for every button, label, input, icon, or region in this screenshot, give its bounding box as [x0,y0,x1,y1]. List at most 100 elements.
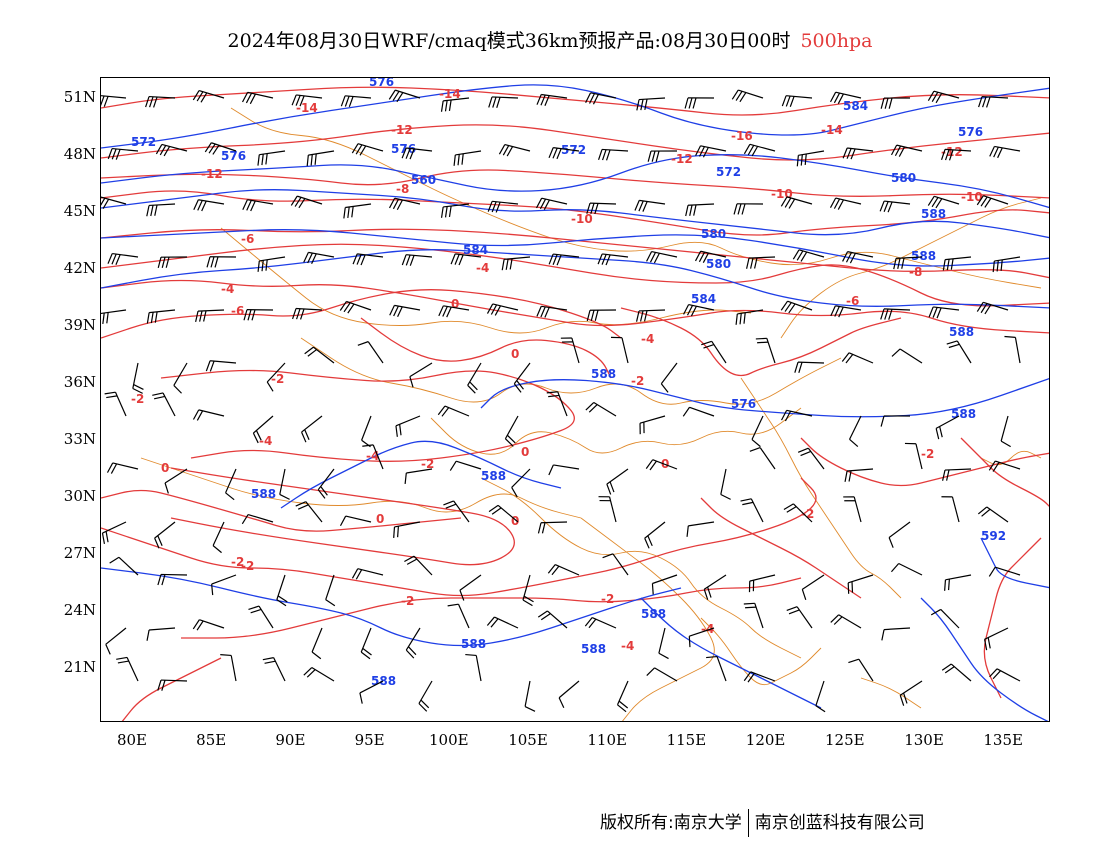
wind-barb-feather [634,200,640,211]
wind-barb-feather [294,197,302,207]
wind-barb-feather [541,522,546,534]
wind-barb-shaft [259,150,286,156]
wind-barb-feather [407,646,417,656]
lat-tick-label: 30N [63,487,96,505]
geopotential-isoline [101,567,682,647]
wind-barb-shaft [945,256,972,261]
wind-barb-shaft [149,309,176,314]
wind-barb-feather [720,493,731,500]
wind-barb-feather [546,391,558,394]
wind-barb-feather [161,574,166,586]
wind-barb-shaft [792,503,813,523]
wind-barb-feather [931,197,939,208]
wind-barb-feather [392,198,400,210]
wind-barb-shaft [807,447,825,470]
wind-barb-feather [105,644,111,655]
wind-barb-feather [946,259,950,271]
wind-barb-feather [903,692,908,704]
wind-barb-feather [804,153,807,165]
wind-barb-feather [265,153,268,165]
wind-barb-shaft [154,521,176,539]
wind-barb-feather [203,310,207,322]
wind-barb-feather [388,89,396,100]
wind-barb-feather [784,410,792,422]
wind-barb-shaft [173,362,188,386]
wind-barb-feather [261,260,264,272]
wind-barb-feather [491,507,502,515]
wind-barb-feather [801,589,807,600]
weather-map: 576 572 576 576 572 560 584 588 588 576 572 580 576 5… [100,77,1050,722]
wind-barb-feather [103,96,109,107]
wind-barb-feather [392,91,400,101]
wind-barb-feather [1000,440,1011,448]
wind-barb-shaft [749,143,776,152]
wind-barb-feather [939,426,943,438]
wind-barb-shaft [457,603,470,629]
wind-barb-feather [196,91,204,102]
wind-barb-shaft [786,95,813,99]
wind-barb-feather [241,92,249,103]
wind-barb-shaft [311,627,323,653]
wind-barb-feather [788,198,796,209]
temperature-label: 0 [521,445,529,459]
wind-barb-feather [105,531,109,543]
wind-barb-shaft [950,663,972,682]
wind-barb-feather [405,649,415,659]
wind-barb-shaft [848,352,874,364]
wind-barb-feather [347,206,350,218]
wind-barb-shaft [899,680,923,696]
wind-barb-feather [351,206,354,218]
wind-barb-shaft [750,498,764,523]
wind-barb-feather [104,391,116,395]
wind-barb-feather [558,697,565,708]
wind-barb-feather [117,660,129,664]
wind-barb-shaft [211,574,237,585]
wind-barb-shaft [994,256,1021,262]
wind-barb-feather [751,439,761,448]
wind-barb-shaft [986,506,1009,523]
wind-barb-feather [420,699,430,709]
wind-barb-feather [950,258,954,270]
wind-barb-feather [788,609,800,615]
wind-barb-feather [440,100,444,112]
wind-barb-shaft [982,301,1009,311]
wind-barb-feather [303,667,313,676]
temperature-isoline [101,86,1049,116]
wind-barb-feather [115,254,121,265]
wind-barb-feather [931,91,939,103]
wind-barb-shaft [896,256,923,259]
wind-barb-feather [265,259,268,271]
wind-barb-shaft [540,521,568,524]
temperature-label: -2 [421,457,434,471]
wind-barb-feather [880,97,885,109]
wind-barb-feather [449,460,457,471]
wind-barb-feather [347,303,355,314]
wind-barb-feather [548,464,554,476]
province-border [780,197,1042,339]
wind-barb-feather [115,149,121,160]
wind-barb-feather [941,663,952,671]
wind-barb-feather [544,307,550,318]
wind-barb-feather [444,206,448,218]
lon-tick-label: 135E [983,731,1023,749]
province-border [980,450,1042,466]
wind-barb-feather [516,380,524,390]
wind-barb-shaft [394,197,421,205]
wind-barb-feather [490,618,499,628]
wind-barb-feather [252,432,259,444]
wind-barb-shaft [459,574,482,591]
wind-barb-shaft [406,147,433,152]
wind-barb-shaft [716,656,727,682]
temperature-isoline [101,489,462,532]
wind-barb-shaft [700,145,727,152]
wind-barb-feather [196,410,204,421]
wind-barb-feather [647,150,652,162]
wind-barb-feather [846,148,852,159]
wind-barb-shaft [815,680,825,706]
wind-barb-feather [609,481,615,493]
wind-barb-shaft [266,362,286,383]
wind-barb-feather [635,310,640,322]
wind-barb-feather [301,431,307,443]
wind-barb-feather [755,337,767,340]
wind-barb-shaft [455,253,482,258]
